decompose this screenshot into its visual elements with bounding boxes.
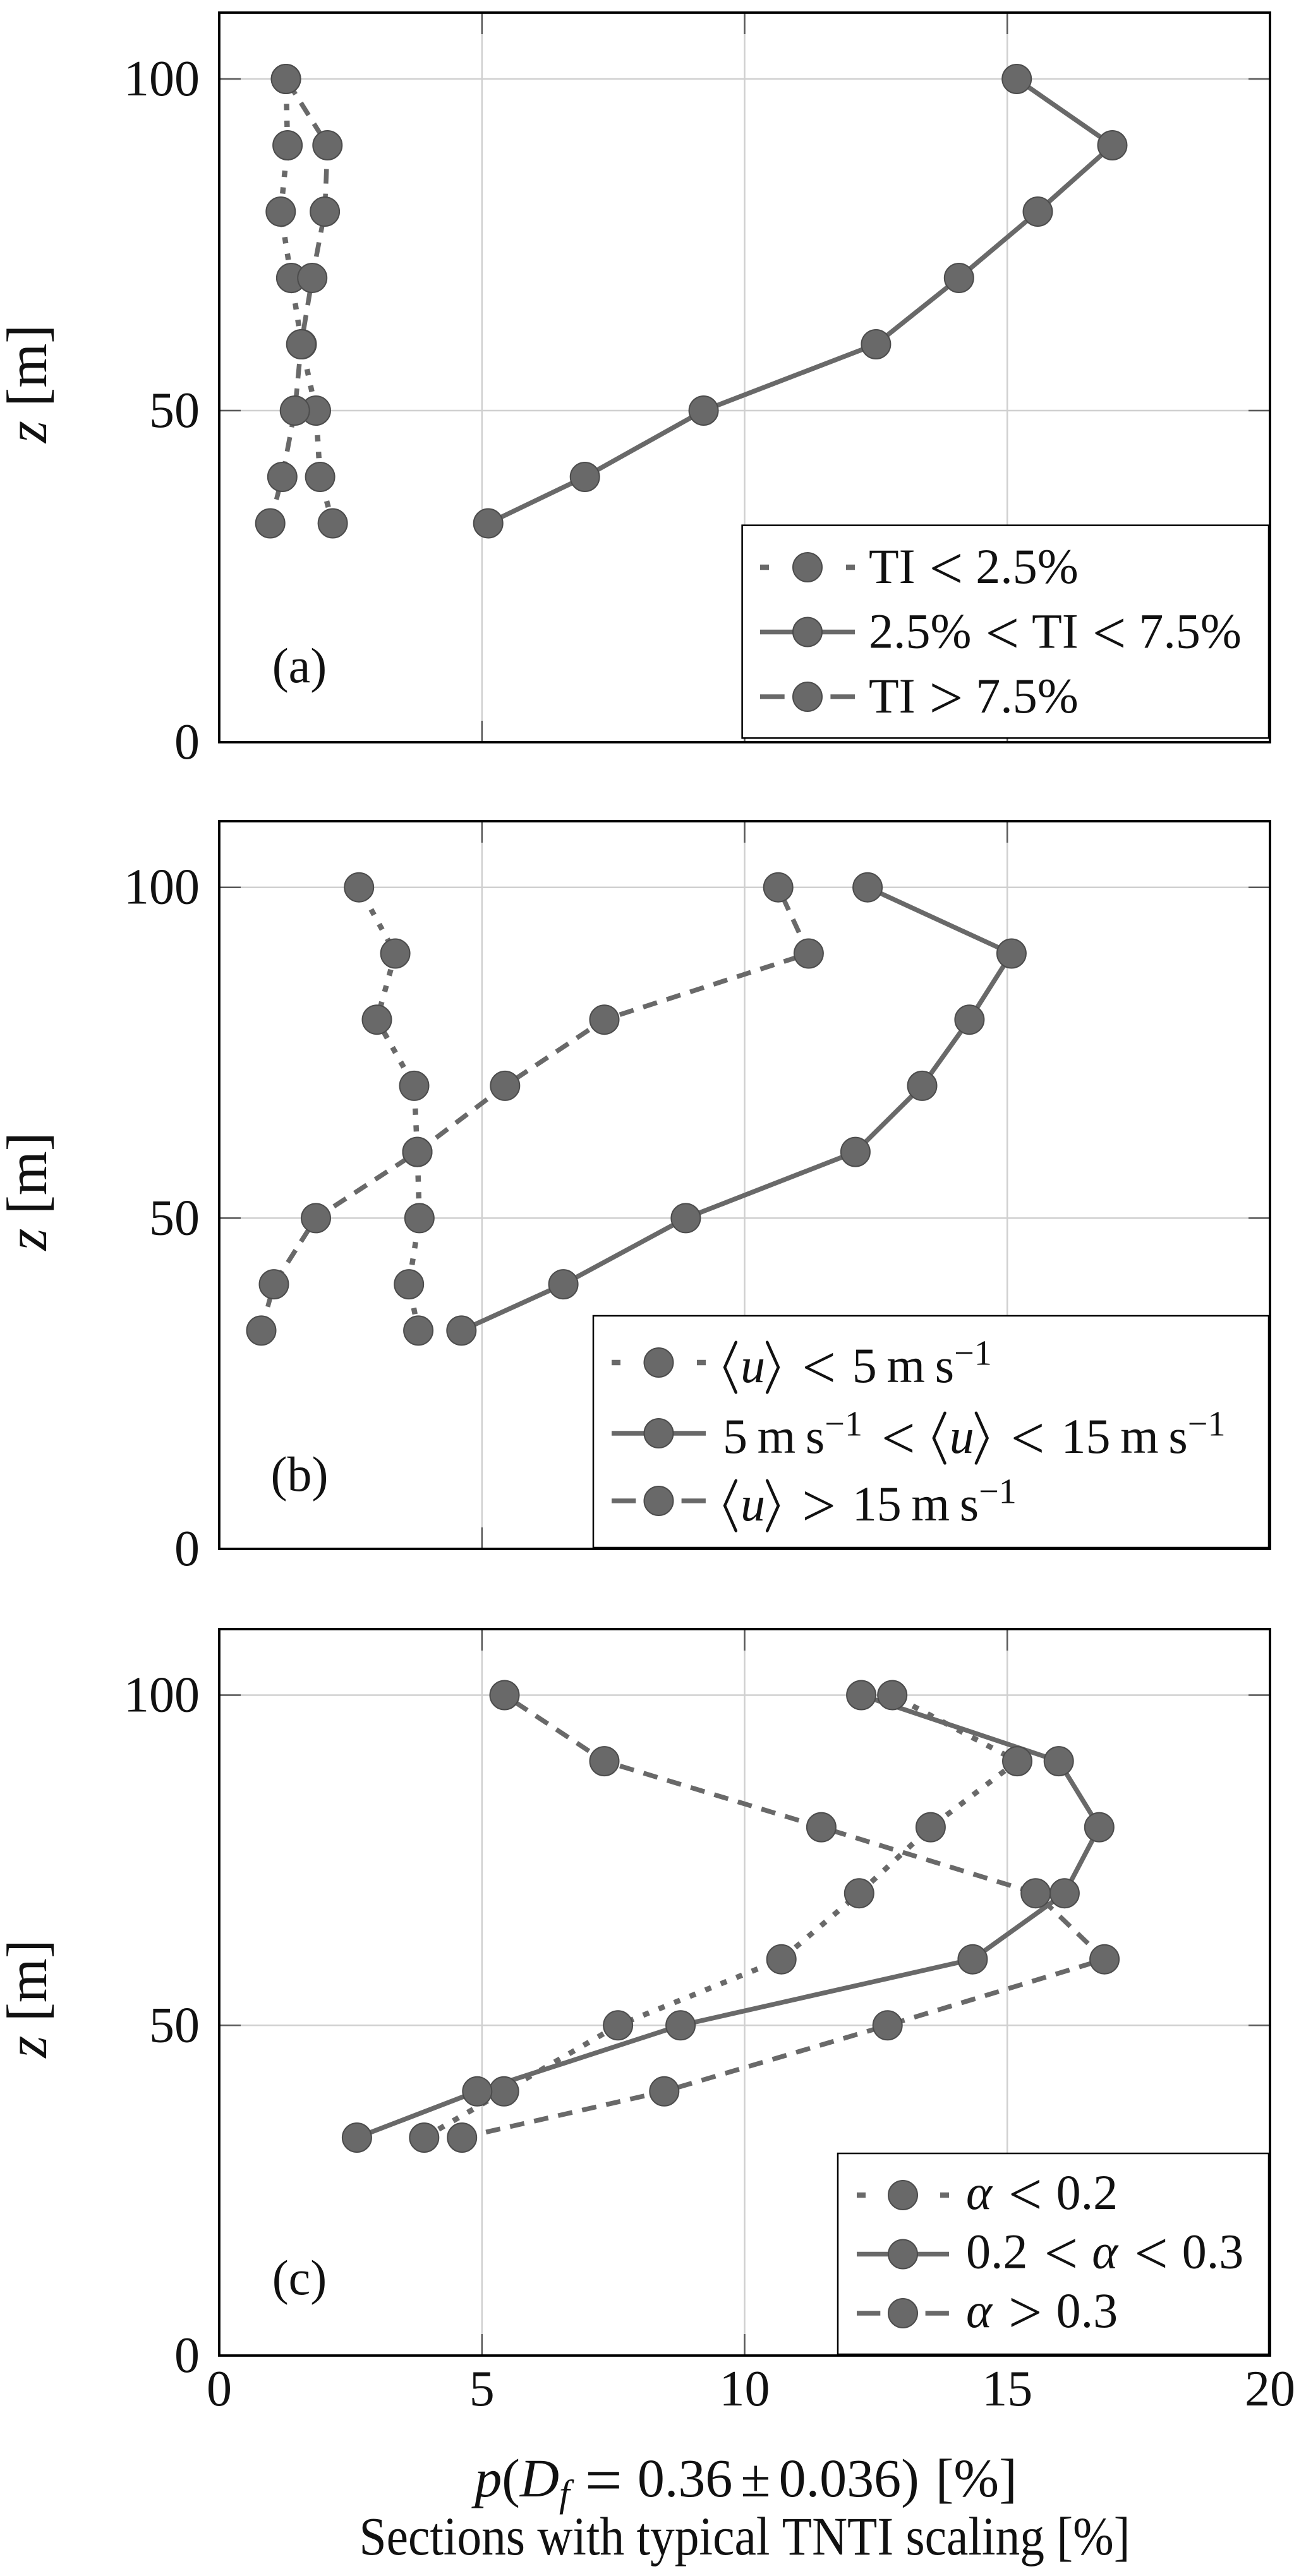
svg-text:5: 5	[852, 1338, 877, 1393]
svg-text:u: u	[950, 1409, 974, 1464]
svg-text:m s: m s	[747, 1409, 825, 1464]
svg-text:p: p	[471, 2448, 502, 2508]
svg-text:<: <	[1008, 2161, 1043, 2228]
svg-text:−1: −1	[1188, 1405, 1226, 1444]
svg-text:0: 0	[207, 2361, 232, 2417]
svg-text:0: 0	[174, 2328, 200, 2383]
svg-text:100: 100	[124, 1668, 200, 1723]
svg-text:>: >	[802, 1472, 836, 1539]
svg-text:(b): (b)	[271, 1447, 329, 1502]
svg-text:m s: m s	[902, 1476, 979, 1531]
svg-text:5: 5	[723, 1409, 747, 1464]
svg-text:20: 20	[1245, 2361, 1295, 2417]
svg-text:<: <	[929, 535, 964, 602]
svg-text:<: <	[802, 1334, 836, 1401]
svg-text:TI: TI	[869, 668, 916, 723]
svg-text:50: 50	[149, 1190, 200, 1246]
svg-text:m s: m s	[1111, 1409, 1188, 1464]
svg-text:[%]: [%]	[936, 2448, 1017, 2508]
svg-text:100: 100	[124, 51, 200, 107]
svg-text:10: 10	[720, 2361, 770, 2417]
svg-text:α: α	[966, 2283, 993, 2338]
svg-text:α: α	[966, 2165, 993, 2220]
svg-text:7.5%: 7.5%	[1139, 604, 1241, 659]
svg-text:m s: m s	[877, 1338, 954, 1393]
svg-text:u: u	[741, 1338, 765, 1393]
svg-text:z [m]: z [m]	[0, 325, 59, 444]
svg-text:0: 0	[174, 1521, 200, 1577]
svg-text:15: 15	[852, 1476, 902, 1531]
svg-text:0.36: 0.36	[638, 2448, 733, 2508]
svg-text:0.3: 0.3	[1056, 2283, 1118, 2338]
svg-text:0: 0	[174, 714, 200, 770]
svg-text:>: >	[1008, 2279, 1043, 2346]
svg-text:TI: TI	[869, 539, 916, 594]
svg-text:<: <	[1092, 599, 1127, 666]
svg-text:15: 15	[1061, 1409, 1111, 1464]
svg-text:α: α	[1092, 2224, 1119, 2279]
svg-text:5: 5	[469, 2361, 495, 2417]
svg-text:<: <	[1011, 1405, 1045, 1472]
svg-text:(: (	[502, 2448, 520, 2508]
svg-text:<: <	[1134, 2220, 1168, 2287]
svg-text:50: 50	[149, 1997, 200, 2053]
svg-text:−1: −1	[954, 1334, 992, 1373]
svg-text:>: >	[929, 665, 964, 731]
svg-text:100: 100	[124, 860, 200, 915]
svg-text:TI: TI	[1032, 604, 1079, 659]
svg-text:−1: −1	[825, 1405, 862, 1444]
svg-text:0.2: 0.2	[966, 2224, 1028, 2279]
svg-text:=: =	[585, 2444, 622, 2517]
svg-text:<: <	[986, 599, 1020, 666]
svg-text:−1: −1	[979, 1472, 1017, 1512]
svg-text:15: 15	[982, 2361, 1032, 2417]
svg-text:±: ±	[741, 2448, 770, 2508]
svg-text:7.5%: 7.5%	[976, 668, 1078, 723]
svg-text:(c): (c)	[272, 2250, 327, 2305]
svg-text:2.5%: 2.5%	[869, 604, 971, 659]
svg-text:u: u	[741, 1476, 765, 1531]
svg-text:Sections with typical TNTI sca: Sections with typical TNTI scaling [%]	[360, 2506, 1130, 2567]
svg-text:z [m]: z [m]	[0, 1132, 59, 1251]
svg-text:0.036): 0.036)	[779, 2448, 919, 2508]
svg-text:(a): (a)	[272, 638, 327, 693]
svg-text:<: <	[1044, 2220, 1079, 2287]
svg-text:0.3: 0.3	[1182, 2224, 1244, 2279]
svg-text:2.5%: 2.5%	[976, 539, 1078, 594]
svg-text:0.2: 0.2	[1056, 2165, 1118, 2220]
svg-text:D: D	[519, 2448, 559, 2508]
svg-text:50: 50	[149, 383, 200, 438]
svg-text:<: <	[881, 1405, 916, 1472]
svg-text:z [m]: z [m]	[0, 1939, 59, 2059]
